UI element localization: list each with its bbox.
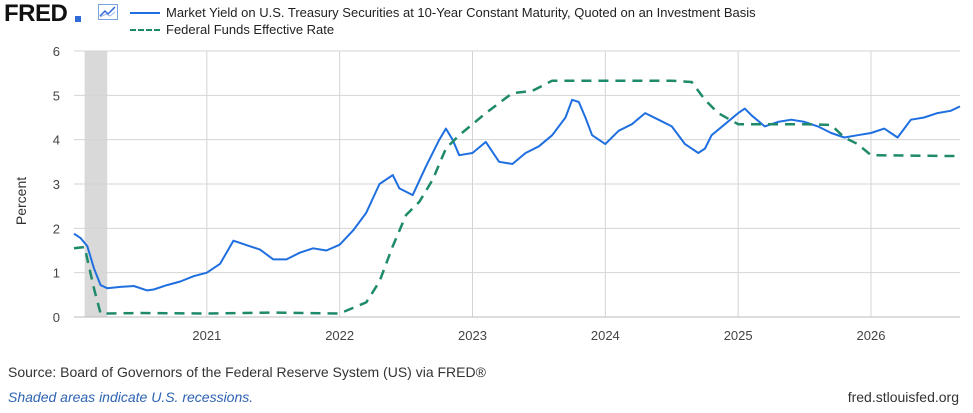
legend-item-yield[interactable]: Market Yield on U.S. Treasury Securities… — [130, 4, 756, 21]
x-tick-label: 2023 — [458, 328, 487, 343]
y-axis-label: Percent — [13, 177, 29, 225]
source-text: Source: Board of Governors of the Federa… — [8, 364, 486, 380]
series-line-treasury-10y[interactable] — [73, 98, 961, 292]
y-tick-label: 5 — [53, 88, 60, 103]
x-tick-label: 2024 — [591, 328, 620, 343]
site-link[interactable]: fred.stlouisfed.org — [847, 389, 959, 405]
x-tick-label: 2025 — [724, 328, 753, 343]
fred-logo[interactable]: FRED — [4, 0, 68, 27]
x-tick-label: 2022 — [325, 328, 354, 343]
y-tick-label: 3 — [53, 177, 60, 192]
x-tick-label: 2026 — [857, 328, 886, 343]
recession-note: Shaded areas indicate U.S. recessions. — [8, 389, 254, 405]
y-tick-label: 4 — [53, 133, 60, 148]
logo-dot — [75, 16, 81, 22]
y-tick-label: 1 — [53, 266, 60, 281]
legend-swatch-solid — [130, 11, 160, 14]
y-tick-label: 2 — [53, 221, 60, 236]
fred-chart-icon[interactable] — [98, 4, 118, 20]
legend-label-yield: Market Yield on U.S. Treasury Securities… — [166, 5, 756, 20]
series-line-fed-funds[interactable] — [73, 79, 961, 315]
y-tick-label: 0 — [53, 310, 60, 325]
legend-item-ffr[interactable]: Federal Funds Effective Rate — [130, 21, 756, 38]
legend-label-ffr: Federal Funds Effective Rate — [166, 22, 335, 37]
legend: Market Yield on U.S. Treasury Securities… — [130, 4, 756, 38]
x-tick-label: 2021 — [192, 328, 221, 343]
legend-swatch-dashed — [130, 28, 160, 31]
y-tick-label: 6 — [53, 44, 60, 59]
